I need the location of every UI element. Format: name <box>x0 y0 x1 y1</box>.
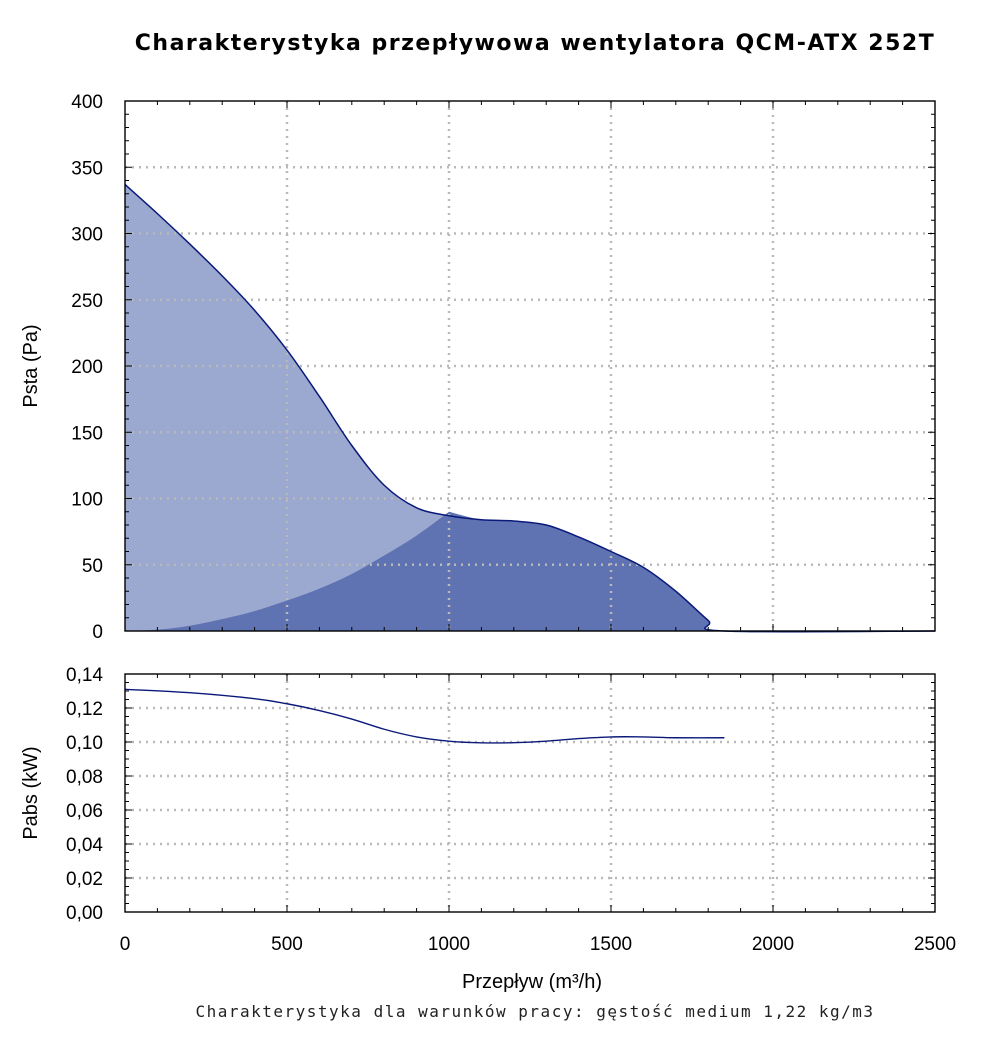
pressure-ytick-label-200: 200 <box>71 357 103 378</box>
pressure-ytick-label-350: 350 <box>71 158 103 179</box>
pressure-ytick-label-150: 150 <box>71 423 103 444</box>
pressure-grid <box>125 101 935 631</box>
power-panel: 0,00 0,02 0,04 0,06 0,08 0,10 0,12 0,14 0 500 100… <box>20 665 956 993</box>
pressure-curve <box>124 183 936 633</box>
pressure-ytick-label-300: 300 <box>71 225 103 246</box>
power-curves <box>124 688 725 744</box>
power-tick-marks <box>124 673 936 913</box>
power-ytick-label-3: 0,06 <box>66 801 103 822</box>
power-y-tick-labels: 0,00 0,02 0,04 0,06 0,08 0,10 0,12 0,14 <box>66 665 103 924</box>
x-tick-label-1000: 1000 <box>428 934 470 955</box>
x-tick-label-2500: 2500 <box>914 934 956 955</box>
power-ytick-label-2: 0,04 <box>66 835 103 856</box>
x-tick-label-2000: 2000 <box>752 934 794 955</box>
x-axis-label: Przepływ (m³/h) <box>462 971 602 993</box>
pressure-curves <box>124 183 936 633</box>
power-ytick-label-0: 0,00 <box>66 903 103 924</box>
x-tick-label-0: 0 <box>120 934 131 955</box>
pressure-area-light <box>125 184 935 632</box>
pressure-areas <box>125 184 935 632</box>
x-tick-labels: 0 500 1000 1500 2000 2500 <box>120 934 956 955</box>
pressure-y-axis-label: Psta (Pa) <box>20 324 42 407</box>
pressure-ytick-label-0: 0 <box>92 622 103 643</box>
power-ytick-label-5: 0,10 <box>66 733 103 754</box>
power-ytick-label-1: 0,02 <box>66 869 103 890</box>
x-tick-label-500: 500 <box>271 934 303 955</box>
power-ytick-label-4: 0,08 <box>66 767 103 788</box>
x-tick-label-1500: 1500 <box>590 934 632 955</box>
power-plot-frame <box>124 673 936 913</box>
power-ytick-label-7: 0,14 <box>66 665 103 686</box>
power-y-axis-label: Pabs (kW) <box>20 746 42 839</box>
power-curve <box>124 688 725 744</box>
power-grid <box>125 674 935 912</box>
pressure-area-dark <box>125 511 935 632</box>
pressure-y-tick-labels: 0 50 100 150 200 250 300 350 400 <box>71 92 103 643</box>
pressure-panel: 0 50 100 150 200 250 300 350 400 Psta (Pa) <box>20 92 936 643</box>
pressure-tick-marks <box>124 100 936 632</box>
footnote: Charakterystyka dla warunków pracy: gęst… <box>195 1002 874 1021</box>
power-ytick-label-6: 0,12 <box>66 699 103 720</box>
pressure-ytick-label-400: 400 <box>71 92 103 113</box>
pressure-ytick-label-100: 100 <box>71 490 103 511</box>
pressure-ytick-label-50: 50 <box>82 556 103 577</box>
chart-title: Charakterystyka przepływowa wentylatora … <box>135 31 935 56</box>
pressure-ytick-label-250: 250 <box>71 291 103 312</box>
